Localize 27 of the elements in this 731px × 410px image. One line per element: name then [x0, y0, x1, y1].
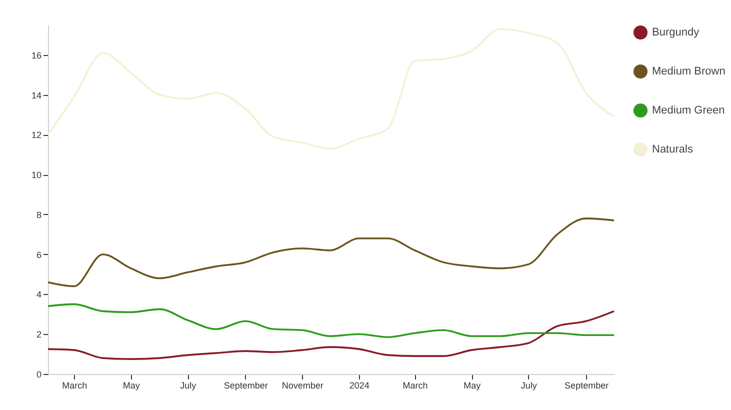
x-tick-label: May	[122, 380, 140, 390]
y-tick-label: 16	[31, 50, 42, 60]
legend-label: Burgundy	[652, 26, 700, 38]
x-tick-label: March	[402, 380, 428, 390]
x-tick-label: November	[282, 380, 324, 390]
x-tick-label: July	[520, 380, 538, 390]
x-tick-label: March	[62, 380, 88, 390]
legend-label: Medium Green	[652, 104, 725, 116]
y-tick-label: 14	[31, 90, 42, 100]
y-tick-label: 10	[31, 170, 42, 180]
y-tick-label: 8	[36, 210, 42, 220]
y-tick-label: 2	[36, 330, 42, 340]
x-tick-label: July	[180, 380, 197, 390]
legend-label: Medium Brown	[652, 66, 726, 78]
x-tick-label: May	[464, 380, 482, 390]
legend-label: Naturals	[652, 144, 694, 156]
x-tick-label: September	[224, 380, 268, 390]
line-series	[47, 218, 615, 288]
y-tick-label: 6	[36, 250, 42, 260]
line-series	[47, 303, 615, 338]
y-tick-label: 12	[31, 130, 42, 140]
y-tick-label: 4	[36, 290, 42, 300]
line-series	[47, 28, 615, 150]
x-tick-label: 2024	[349, 380, 370, 390]
y-tick-label: 0	[36, 370, 42, 380]
line-series	[47, 310, 615, 360]
x-tick-label: September	[564, 380, 609, 390]
